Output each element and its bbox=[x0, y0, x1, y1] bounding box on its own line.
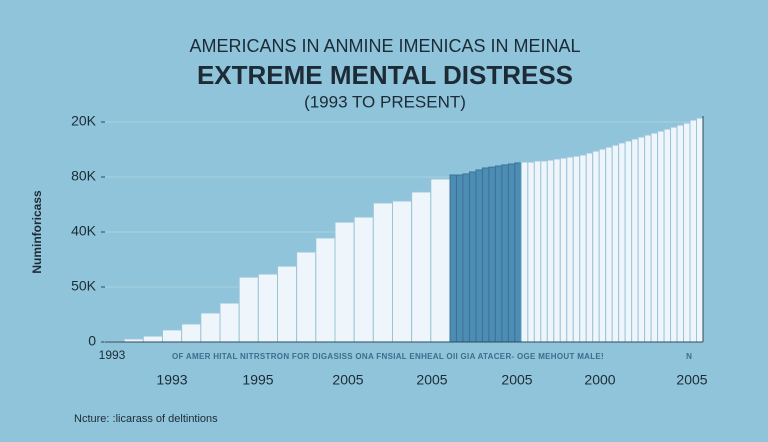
x-tick-label: 2000 bbox=[584, 372, 615, 388]
bar bbox=[527, 161, 535, 343]
bar bbox=[449, 174, 457, 343]
bar bbox=[566, 156, 574, 343]
bar bbox=[631, 138, 639, 343]
bar bbox=[572, 155, 581, 343]
y-axis-label: Numinforicass bbox=[30, 190, 44, 274]
bar bbox=[689, 119, 698, 343]
bar bbox=[488, 166, 496, 343]
bar bbox=[353, 216, 374, 343]
bar bbox=[676, 124, 685, 343]
bar bbox=[533, 160, 542, 343]
bar bbox=[277, 265, 298, 343]
first-x-label: 1993 bbox=[99, 348, 126, 362]
bar bbox=[219, 302, 240, 343]
bar bbox=[462, 173, 470, 343]
bar bbox=[392, 200, 413, 343]
x-label-row: OF AMER HITAL NITRSTRON FOR DIGASISS ONA… bbox=[172, 352, 604, 361]
bar bbox=[585, 152, 594, 343]
x-tick-label: 1993 bbox=[156, 372, 187, 388]
bar bbox=[696, 117, 704, 343]
bar bbox=[257, 273, 279, 343]
bar bbox=[650, 132, 659, 343]
x-tick-label: 2005 bbox=[501, 372, 532, 388]
bar bbox=[372, 202, 394, 343]
bar bbox=[546, 159, 555, 343]
y-tick-label: 0 bbox=[88, 333, 96, 349]
bar bbox=[611, 144, 620, 343]
bar bbox=[501, 164, 509, 343]
bar bbox=[475, 169, 483, 343]
bar bbox=[624, 140, 633, 343]
bar bbox=[181, 323, 202, 343]
bar bbox=[663, 128, 672, 343]
bar bbox=[598, 148, 607, 343]
bar bbox=[579, 154, 587, 343]
y-tick-label: 50K bbox=[71, 278, 97, 294]
bar bbox=[618, 142, 626, 343]
x-tick-label: 2005 bbox=[332, 372, 363, 388]
chart-subtitle: (1993 TO PRESENT) bbox=[304, 92, 466, 111]
bar bbox=[644, 134, 652, 343]
bar bbox=[605, 146, 613, 343]
y-tick-label: 40K bbox=[71, 223, 97, 239]
bar bbox=[162, 329, 183, 343]
x-label-row-end: N bbox=[686, 352, 692, 361]
bar bbox=[430, 178, 451, 343]
bar bbox=[494, 165, 503, 343]
bar bbox=[507, 163, 516, 343]
y-tick-label: 20K bbox=[71, 113, 97, 129]
chart-title: EXTREME MENTAL DISTRESS bbox=[197, 60, 573, 90]
bar bbox=[540, 160, 548, 343]
bar bbox=[514, 162, 522, 343]
bar bbox=[238, 276, 259, 343]
bar bbox=[334, 221, 355, 343]
bar bbox=[296, 251, 317, 343]
bar bbox=[592, 150, 600, 343]
footnote: Ncture: :licarass of deltintions bbox=[74, 413, 218, 425]
bar bbox=[553, 158, 561, 343]
bar bbox=[520, 161, 529, 343]
bar bbox=[142, 335, 163, 343]
bar bbox=[670, 126, 678, 343]
bar bbox=[657, 130, 665, 343]
bar bbox=[683, 122, 691, 343]
bar bbox=[637, 136, 646, 343]
x-tick-label: 2005 bbox=[416, 372, 447, 388]
bar bbox=[468, 171, 477, 343]
bar bbox=[411, 191, 432, 343]
y-tick-label: 80K bbox=[71, 168, 97, 184]
x-tick-label: 1995 bbox=[242, 372, 273, 388]
chart-supertitle: AMERICANS IN ANMINE IMENICAS IN MEINAL bbox=[189, 36, 580, 56]
bar bbox=[481, 167, 490, 343]
bar bbox=[200, 312, 221, 343]
x-tick-label: 2005 bbox=[676, 372, 707, 388]
bar bbox=[559, 157, 568, 343]
bar bbox=[315, 237, 336, 343]
bar bbox=[455, 174, 464, 343]
